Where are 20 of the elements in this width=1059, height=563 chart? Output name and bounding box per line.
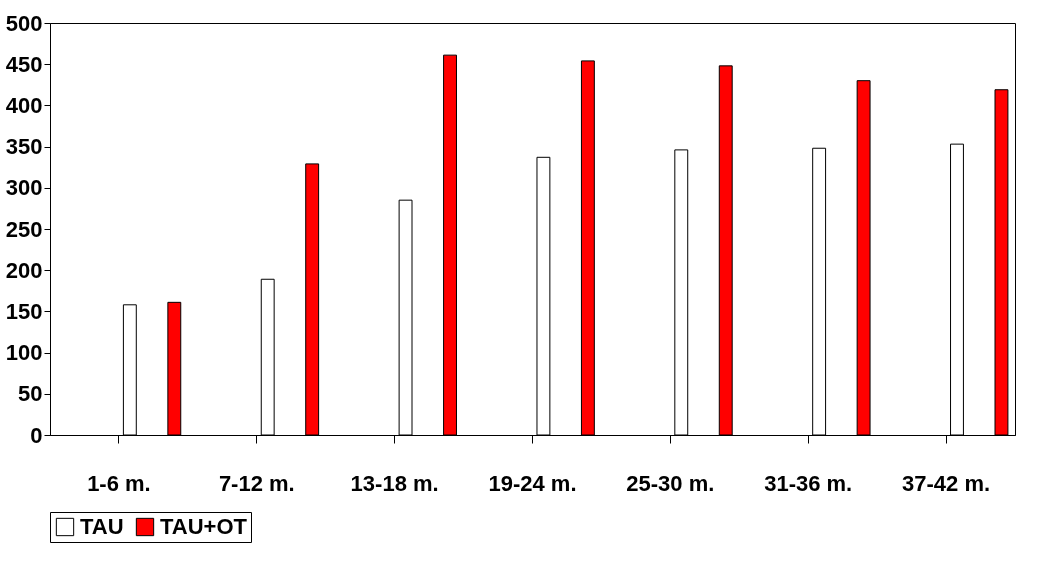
x-tick-label: 13-18 m. [350, 470, 439, 496]
y-tick-label: 150 [5, 298, 43, 324]
y-tick-label: 500 [5, 10, 43, 36]
x-tick-label: 31-36 m. [764, 470, 853, 496]
y-tick-label: 200 [5, 257, 43, 283]
y-tick-label: 100 [5, 340, 43, 366]
legend-label: TAU+OT [160, 514, 248, 539]
y-tick-label: 400 [5, 92, 43, 118]
y-tick-label: 50 [18, 381, 43, 407]
x-tick-label: 7-12 m. [218, 470, 295, 496]
y-tick-label: 300 [5, 175, 43, 201]
y-tick-label: 350 [5, 134, 43, 160]
x-tick-label: 19-24 m. [488, 470, 577, 496]
y-tick-label: 0 [30, 422, 43, 448]
x-tick-label: 37-42 m. [902, 470, 991, 496]
y-tick-label: 250 [5, 216, 43, 242]
x-tick-label: 25-30 m. [626, 470, 715, 496]
legend-label: TAU [80, 514, 124, 539]
x-tick-label: 1-6 m. [87, 470, 151, 496]
y-tick-label: 450 [5, 51, 43, 77]
